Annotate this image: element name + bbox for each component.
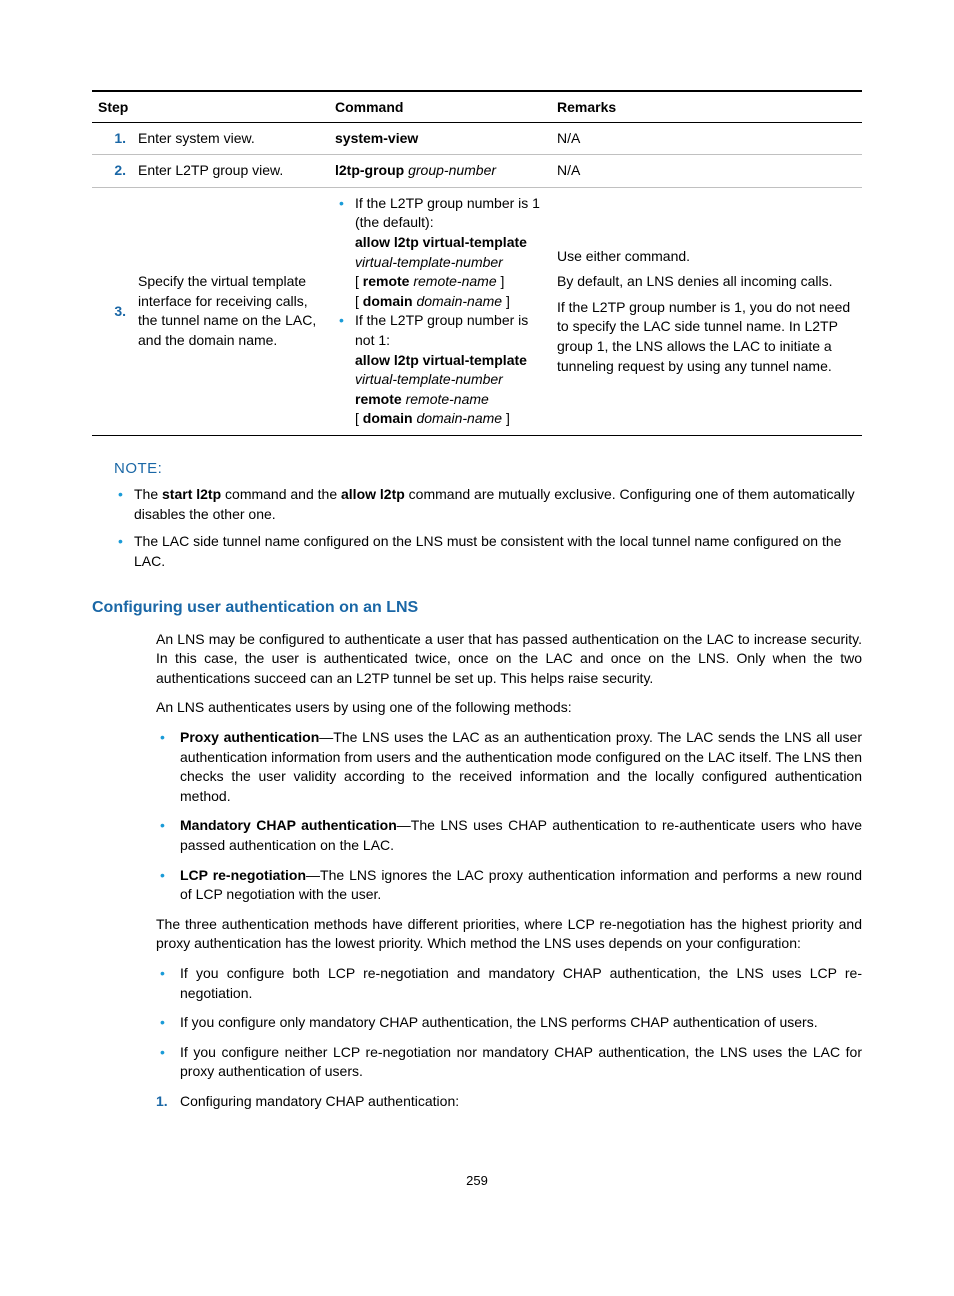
step-remarks: N/A	[551, 122, 862, 155]
section-paragraph: The three authentication methods have di…	[156, 915, 862, 954]
page-number: 259	[92, 1172, 862, 1190]
table-row: 1. Enter system view. system-view N/A	[92, 122, 862, 155]
step-remarks: Use either command. By default, an LNS d…	[551, 187, 862, 435]
step-desc: Enter system view.	[132, 122, 329, 155]
note-item: The LAC side tunnel name configured on t…	[128, 532, 862, 571]
methods-list: Proxy authentication—The LNS uses the LA…	[152, 728, 862, 905]
col-command: Command	[329, 91, 551, 122]
note-bold: start l2tp	[162, 486, 221, 502]
cmd-arg: group-number	[404, 162, 496, 178]
method-name: Proxy authentication	[180, 729, 319, 745]
steps-table: Step Command Remarks 1. Enter system vie…	[92, 90, 862, 436]
col-step: Step	[92, 91, 329, 122]
list-item: If you configure only mandatory CHAP aut…	[180, 1013, 862, 1033]
list-item: Mandatory CHAP authentication—The LNS us…	[180, 816, 862, 855]
cmd-arg: domain-name	[413, 293, 503, 309]
list-item: If you configure both LCP re-negotiation…	[180, 964, 862, 1003]
cmd-text: domain	[363, 410, 413, 426]
cmd-text: system-view	[335, 130, 418, 146]
cmd-intro: If the L2TP group number is not 1:	[355, 312, 528, 348]
step-number: 1.	[92, 122, 132, 155]
bracket: ]	[502, 293, 510, 309]
cmd-text: remote	[363, 273, 410, 289]
cmd-text: allow l2tp virtual-template	[355, 352, 527, 368]
cmd-text: l2tp-group	[335, 162, 404, 178]
step-command: system-view	[329, 122, 551, 155]
note-item: The start l2tp command and the allow l2t…	[128, 485, 862, 524]
cmd-arg: virtual-template-number	[355, 254, 503, 270]
cmd-text: domain	[363, 293, 413, 309]
cmd-text: allow l2tp virtual-template	[355, 234, 527, 250]
remarks-p: By default, an LNS denies all incoming c…	[557, 272, 862, 292]
cmd-text: remote	[355, 391, 402, 407]
cmd-arg: remote-name	[409, 273, 496, 289]
note-bold: allow l2tp	[341, 486, 405, 502]
method-name: LCP re-negotiation	[180, 867, 306, 883]
priority-list: If you configure both LCP re-negotiation…	[152, 964, 862, 1082]
section-paragraph: An LNS authenticates users by using one …	[156, 698, 862, 718]
bracket: [	[355, 273, 363, 289]
cmd-arg: domain-name	[413, 410, 503, 426]
step-desc: Enter L2TP group view.	[132, 155, 329, 188]
table-row: 2. Enter L2TP group view. l2tp-group gro…	[92, 155, 862, 188]
step-command: l2tp-group group-number	[329, 155, 551, 188]
bracket: [	[355, 410, 363, 426]
cmd-intro: If the L2TP group number is 1 (the defau…	[355, 195, 540, 231]
note-text: The	[134, 486, 162, 502]
cmd-variant: If the L2TP group number is 1 (the defau…	[349, 194, 545, 312]
note-list: The start l2tp command and the allow l2t…	[114, 485, 862, 571]
list-item: If you configure neither LCP re-negotiat…	[180, 1043, 862, 1082]
bracket: ]	[502, 410, 510, 426]
step-desc: Specify the virtual template interface f…	[132, 187, 329, 435]
bracket: ]	[497, 273, 505, 289]
col-remarks: Remarks	[551, 91, 862, 122]
list-item: Proxy authentication—The LNS uses the LA…	[180, 728, 862, 806]
cmd-variant: If the L2TP group number is not 1: allow…	[349, 311, 545, 429]
step-number: 2.	[92, 155, 132, 188]
note-label: NOTE:	[114, 458, 862, 479]
method-name: Mandatory CHAP authentication	[180, 817, 397, 833]
step-command: If the L2TP group number is 1 (the defau…	[329, 187, 551, 435]
cmd-arg: remote-name	[402, 391, 489, 407]
list-item: Configuring mandatory CHAP authenticatio…	[180, 1092, 862, 1112]
list-item: LCP re-negotiation—The LNS ignores the L…	[180, 866, 862, 905]
bracket: [	[355, 293, 363, 309]
numbered-list: Configuring mandatory CHAP authenticatio…	[152, 1092, 862, 1112]
remarks-p: Use either command.	[557, 247, 862, 267]
cmd-arg: virtual-template-number	[355, 371, 503, 387]
remarks-p: If the L2TP group number is 1, you do no…	[557, 298, 862, 376]
note-text: command and the	[221, 486, 341, 502]
step-remarks: N/A	[551, 155, 862, 188]
section-title: Configuring user authentication on an LN…	[92, 597, 862, 619]
table-row: 3. Specify the virtual template interfac…	[92, 187, 862, 435]
step-number: 3.	[92, 187, 132, 435]
section-paragraph: An LNS may be configured to authenticate…	[156, 630, 862, 689]
